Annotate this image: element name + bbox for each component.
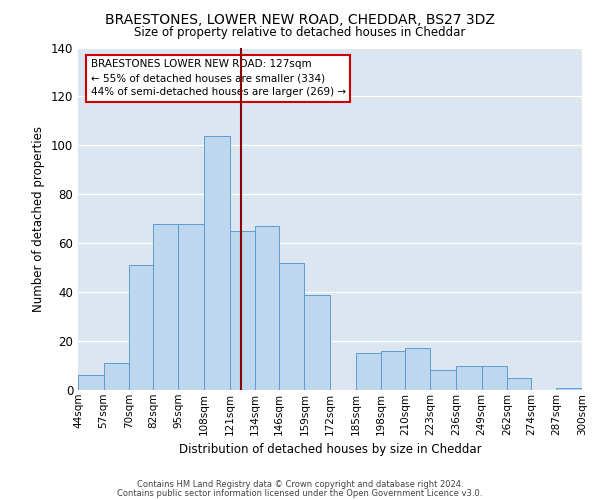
Bar: [456, 366, 482, 390]
Bar: [556, 388, 582, 390]
Bar: [104, 363, 129, 390]
Bar: [482, 366, 507, 390]
Text: BRAESTONES, LOWER NEW ROAD, CHEDDAR, BS27 3DZ: BRAESTONES, LOWER NEW ROAD, CHEDDAR, BS2…: [105, 12, 495, 26]
Text: Size of property relative to detached houses in Cheddar: Size of property relative to detached ho…: [134, 26, 466, 39]
Bar: [255, 226, 279, 390]
Text: BRAESTONES LOWER NEW ROAD: 127sqm
← 55% of detached houses are smaller (334)
44%: BRAESTONES LOWER NEW ROAD: 127sqm ← 55% …: [91, 60, 346, 98]
Bar: [129, 265, 153, 390]
Bar: [230, 231, 255, 390]
Bar: [78, 376, 104, 390]
Bar: [178, 224, 204, 390]
Y-axis label: Number of detached properties: Number of detached properties: [32, 126, 45, 312]
Bar: [279, 263, 304, 390]
Bar: [304, 294, 330, 390]
Bar: [356, 354, 381, 390]
Bar: [405, 348, 430, 390]
Bar: [507, 378, 531, 390]
Bar: [153, 224, 178, 390]
Text: Contains public sector information licensed under the Open Government Licence v3: Contains public sector information licen…: [118, 489, 482, 498]
X-axis label: Distribution of detached houses by size in Cheddar: Distribution of detached houses by size …: [179, 443, 481, 456]
Text: Contains HM Land Registry data © Crown copyright and database right 2024.: Contains HM Land Registry data © Crown c…: [137, 480, 463, 489]
Bar: [430, 370, 456, 390]
Bar: [381, 351, 405, 390]
Bar: [204, 136, 230, 390]
